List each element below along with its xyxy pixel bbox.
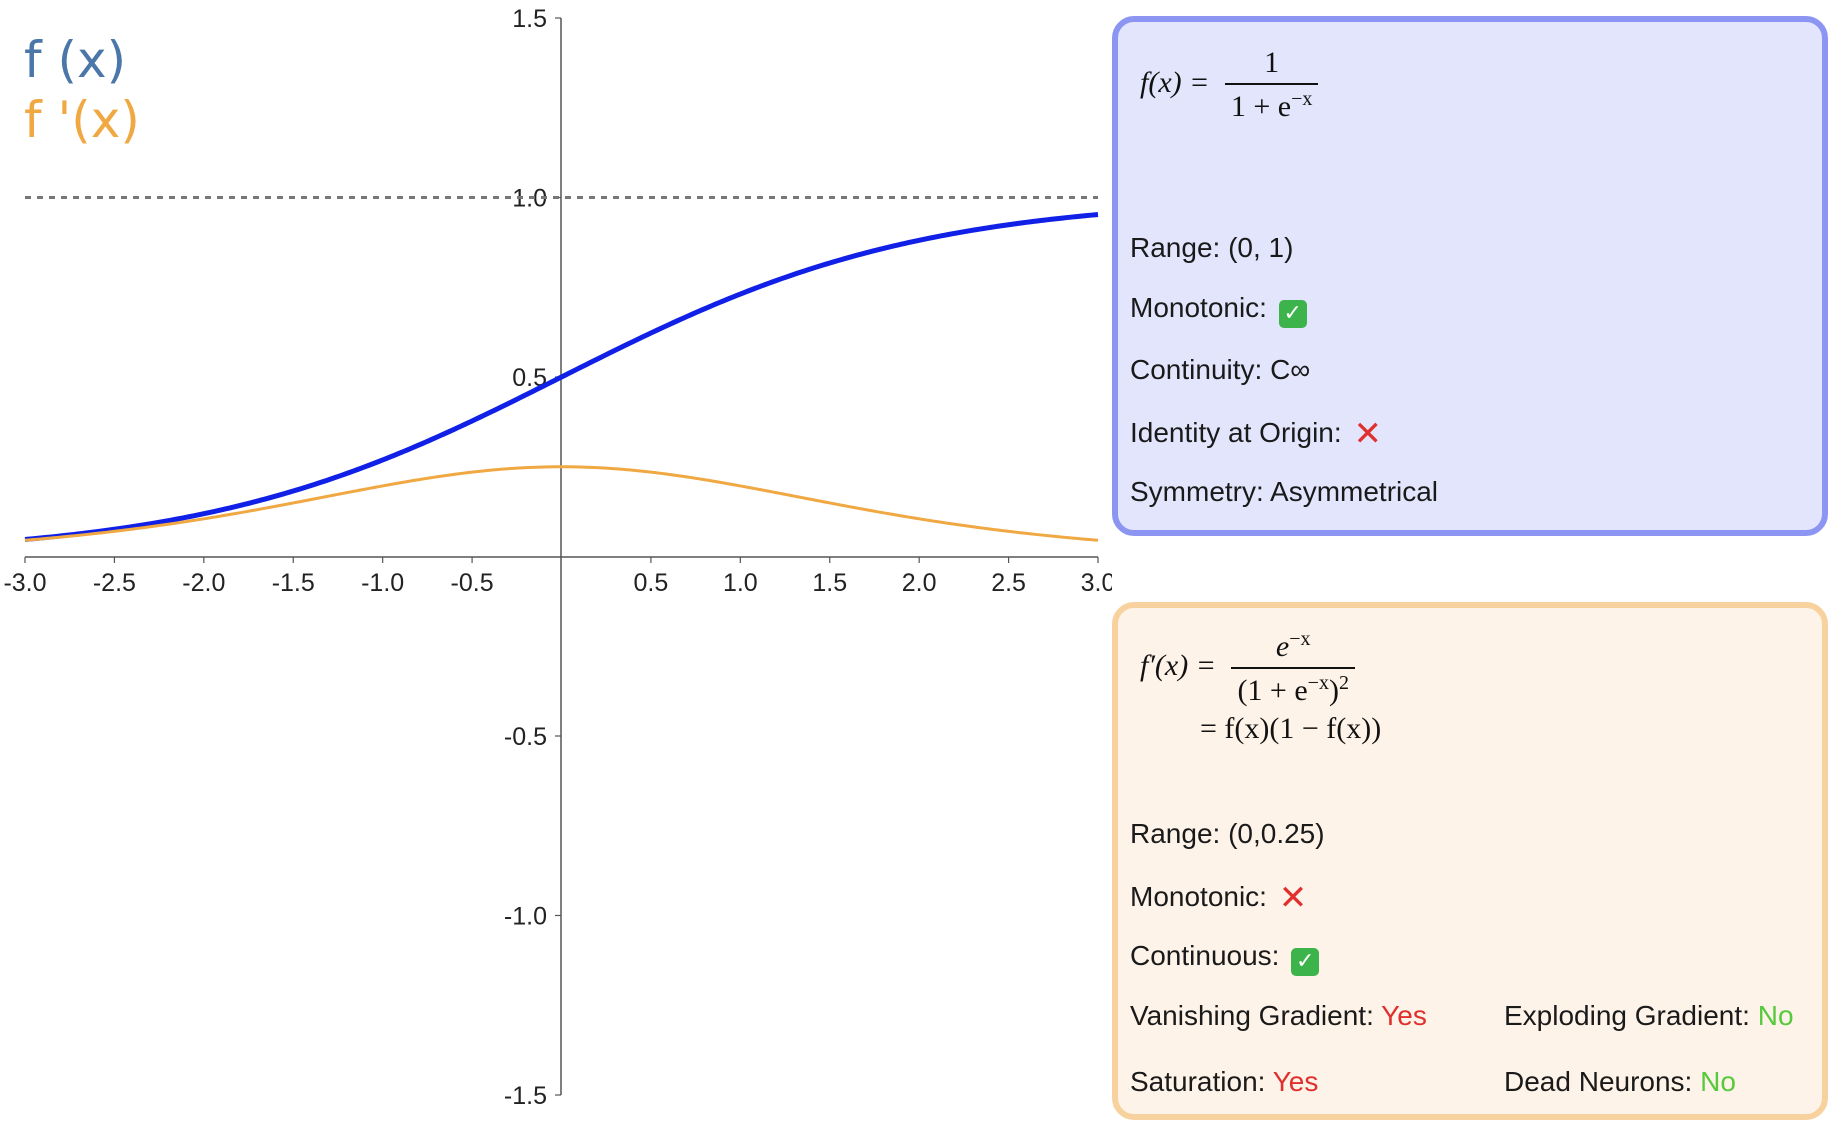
drange-text: Range: (0,0.25): [1130, 818, 1325, 849]
continuity-text: Continuity: C∞: [1130, 354, 1311, 385]
sigmoid-derivative-line: [24, 465, 1099, 542]
check-icon: ✓: [1291, 948, 1320, 976]
x-tick-label: -1.5: [272, 569, 315, 597]
y-tick-label: 1.5: [512, 5, 547, 33]
cross-icon: ✕: [1353, 414, 1382, 454]
x-tick-label: -2.0: [182, 569, 225, 597]
formula-den-base: 1 + e: [1230, 90, 1292, 123]
x-tick-label: 2.0: [902, 569, 937, 597]
saturation-row: Saturation: Yes: [1130, 1066, 1318, 1098]
y-tick-label: -0.5: [504, 723, 547, 751]
sigmoid-line: [24, 212, 1099, 542]
formula-den-exp: −x: [1291, 88, 1313, 110]
vanishing-label: Vanishing Gradient:: [1130, 1000, 1374, 1031]
y-tick-label: -1.5: [504, 1082, 547, 1110]
x-tick-label: 3.0: [1081, 569, 1112, 597]
dformula-den-square: 2: [1338, 672, 1349, 694]
exploding-label: Exploding Gradient:: [1504, 1000, 1750, 1031]
x-tick-label: 1.5: [812, 569, 847, 597]
continuous-label: Continuous:: [1130, 940, 1280, 971]
exploding-row: Exploding Gradient: No: [1504, 1000, 1794, 1032]
dformula-fraction: e−x (1 + e−x)2: [1231, 628, 1355, 708]
x-tick-label: -3.0: [3, 569, 46, 597]
dformula-num-exp: −x: [1289, 628, 1311, 650]
derivative-panel: f′(x) = e−x (1 + e−x)2 = f(x)(1 − f(x)) …: [1112, 602, 1828, 1120]
x-tick-label: -1.0: [361, 569, 404, 597]
formula-lhs: f(x) =: [1140, 65, 1210, 99]
formula-denominator: 1 + e−x: [1224, 83, 1319, 124]
cross-icon: ✕: [1278, 878, 1308, 918]
dmonotonic-row: Monotonic: ✕: [1130, 878, 1307, 918]
legend: f (x) f '(x): [24, 30, 140, 150]
dformula-denominator: (1 + e−x)2: [1231, 667, 1355, 708]
legend-f: f (x): [24, 31, 127, 89]
dead-neurons-row: Dead Neurons: No: [1504, 1066, 1736, 1098]
dformula-lhs: f′(x) =: [1140, 648, 1216, 682]
dformula-num-base: e: [1275, 630, 1290, 663]
dead-neurons-label: Dead Neurons:: [1504, 1066, 1693, 1097]
range-text: Range: (0, 1): [1130, 232, 1294, 263]
derivative-formula: f′(x) = e−x (1 + e−x)2: [1140, 628, 1355, 708]
dformula-numerator: e−x: [1231, 628, 1355, 667]
check-icon: ✓: [1278, 300, 1307, 328]
vanishing-value: Yes: [1381, 1000, 1427, 1031]
exploding-value: No: [1757, 1000, 1794, 1031]
saturation-label: Saturation:: [1130, 1066, 1266, 1097]
x-tick-label: 0.5: [634, 569, 669, 597]
identity-row: Identity at Origin: ✕: [1130, 414, 1382, 454]
dmonotonic-label: Monotonic:: [1130, 881, 1267, 912]
sigmoid-panel: f(x) = 1 1 + e−x Range: (0, 1) Monotonic…: [1112, 16, 1828, 536]
monotonic-row: Monotonic: ✓: [1130, 292, 1307, 328]
x-tick-label: -0.5: [451, 569, 494, 597]
symmetry-text: Symmetry: Asymmetrical: [1130, 476, 1439, 507]
x-tick-label: 2.5: [991, 569, 1026, 597]
dformula-line2: = f(x)(1 − f(x)): [1200, 712, 1382, 745]
vanishing-row: Vanishing Gradient: Yes: [1130, 1000, 1427, 1032]
x-tick-label: 1.0: [723, 569, 758, 597]
saturation-value: Yes: [1272, 1066, 1319, 1097]
dformula-den-exp: −x: [1307, 672, 1329, 694]
identity-label: Identity at Origin:: [1130, 417, 1342, 448]
dformula-den-tail: ): [1328, 674, 1339, 707]
formula-fraction: 1 1 + e−x: [1224, 46, 1319, 124]
formula-numerator: 1: [1264, 46, 1280, 79]
monotonic-label: Monotonic:: [1130, 292, 1267, 323]
dead-neurons-value: No: [1700, 1066, 1736, 1097]
sigmoid-formula: f(x) = 1 1 + e−x: [1140, 46, 1319, 124]
x-tick-label: -2.5: [93, 569, 136, 597]
chart: -3.0 -2.5 -2.0 -1.5 -1.0 -0.5 0.5 1.0 1.5 2.0 2.5 3…: [3, 5, 1112, 1110]
y-tick-label: -1.0: [504, 903, 547, 931]
continuous-row: Continuous: ✓: [1130, 940, 1320, 976]
dformula-den-base: (1 + e: [1237, 674, 1308, 707]
legend-df: f '(x): [24, 91, 140, 149]
